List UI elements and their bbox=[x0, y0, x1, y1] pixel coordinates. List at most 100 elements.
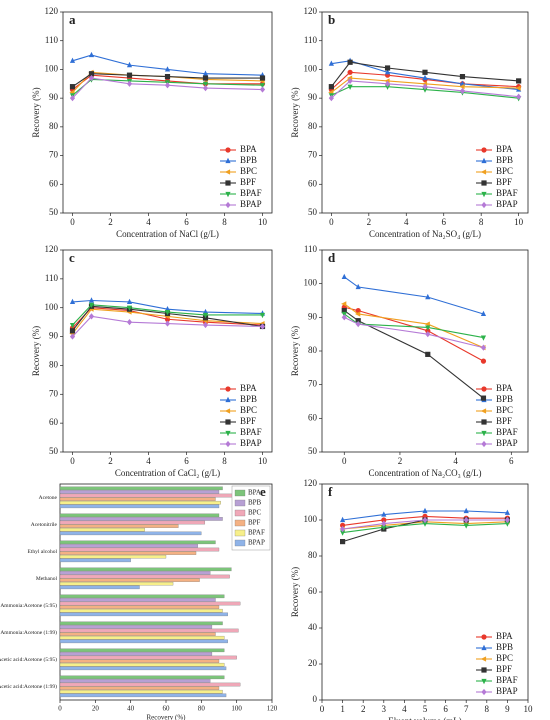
bar bbox=[59, 628, 239, 633]
x-axis-label: Eluent volume (mL) bbox=[388, 716, 461, 720]
y-tick-label: 80 bbox=[308, 345, 318, 355]
marker bbox=[425, 328, 431, 334]
legend-label: BPF bbox=[496, 416, 512, 426]
marker bbox=[69, 84, 76, 90]
legend-label: BPC bbox=[240, 405, 257, 415]
bar bbox=[59, 547, 220, 552]
legend-marker bbox=[225, 430, 231, 437]
y-tick-label: 100 bbox=[45, 302, 59, 312]
x-tick-label: 0 bbox=[70, 456, 75, 466]
marker bbox=[164, 309, 171, 316]
y-tick-label: 80 bbox=[49, 121, 59, 131]
legend-label: BPA bbox=[496, 144, 513, 154]
x-tick-label: 0 bbox=[58, 705, 62, 713]
series-line bbox=[72, 299, 263, 315]
bar bbox=[59, 531, 202, 536]
panel-letter: b bbox=[328, 12, 335, 27]
marker bbox=[69, 322, 76, 329]
marker bbox=[259, 323, 266, 330]
x-tick-label: 6 bbox=[441, 217, 446, 227]
legend-label: BPF bbox=[496, 664, 512, 674]
x-tick-label: 4 bbox=[453, 456, 458, 466]
marker bbox=[422, 87, 428, 93]
x-tick-label: 8 bbox=[479, 217, 484, 227]
marker bbox=[425, 325, 431, 331]
x-axis-label: Concentration of CaCl₂ (g/L) bbox=[115, 468, 220, 478]
marker bbox=[341, 308, 347, 314]
legend-label: BPA bbox=[496, 631, 513, 641]
x-tick-label: 10 bbox=[514, 217, 524, 227]
bar bbox=[59, 524, 179, 528]
legend-label: BPC bbox=[496, 405, 513, 415]
marker bbox=[88, 51, 95, 58]
y-tick-label: 80 bbox=[308, 121, 318, 131]
marker bbox=[422, 69, 428, 75]
y-tick-label: 70 bbox=[308, 379, 318, 389]
legend-marker bbox=[481, 201, 487, 209]
x-tick-label: 60 bbox=[163, 705, 171, 713]
bar bbox=[59, 493, 241, 498]
x-tick-label: 10 bbox=[258, 456, 268, 466]
marker bbox=[340, 530, 346, 536]
y-axis-label: Recovery (%) bbox=[290, 567, 300, 617]
marker bbox=[341, 301, 347, 307]
marker bbox=[516, 93, 522, 100]
marker bbox=[347, 59, 353, 65]
bar bbox=[59, 608, 223, 613]
x-tick-label: 0 bbox=[70, 217, 75, 227]
y-tick-label: Acetonitrile bbox=[31, 522, 58, 528]
marker bbox=[340, 522, 346, 529]
bar bbox=[59, 567, 232, 572]
bar bbox=[59, 605, 220, 609]
series-line bbox=[72, 308, 263, 335]
y-tick-label: 120 bbox=[304, 478, 318, 488]
y-tick-label: Acetic acid:Acetone (1:99) bbox=[0, 683, 57, 690]
marker bbox=[463, 523, 469, 529]
series-line bbox=[330, 61, 519, 87]
x-tick-label: 6 bbox=[184, 217, 189, 227]
legend-swatch bbox=[234, 499, 246, 507]
panel-letter: a bbox=[69, 12, 76, 27]
x-axis-label: Recovery (%) bbox=[146, 714, 186, 720]
x-tick-label: 7 bbox=[464, 704, 469, 714]
marker bbox=[341, 273, 347, 280]
x-tick-label: 4 bbox=[146, 456, 151, 466]
marker bbox=[69, 95, 76, 102]
marker bbox=[126, 305, 133, 311]
legend-swatch bbox=[234, 539, 246, 547]
series-line bbox=[331, 86, 519, 99]
marker bbox=[202, 321, 209, 329]
bar bbox=[59, 551, 197, 555]
x-tick-label: 8 bbox=[485, 704, 490, 714]
marker bbox=[126, 72, 133, 78]
marker bbox=[164, 320, 171, 327]
legend-label: BPA bbox=[240, 383, 257, 393]
marker bbox=[202, 75, 209, 81]
bar bbox=[59, 517, 223, 521]
bar bbox=[59, 662, 225, 667]
x-tick-label: 5 bbox=[423, 704, 428, 714]
legend-label: BPAP bbox=[496, 199, 518, 209]
x-tick-label: 8 bbox=[222, 456, 227, 466]
y-tick-label: 110 bbox=[304, 35, 318, 45]
legend-label: BPF bbox=[240, 416, 256, 426]
marker bbox=[480, 344, 487, 351]
legend-label: BPAP bbox=[496, 686, 518, 696]
legend-marker bbox=[225, 201, 231, 209]
bar bbox=[59, 648, 225, 653]
y-tick-label: 90 bbox=[49, 92, 59, 102]
x-tick-label: 4 bbox=[404, 217, 409, 227]
legend-label: BPF bbox=[248, 519, 261, 527]
y-tick-label: 20 bbox=[308, 658, 318, 668]
marker bbox=[347, 77, 353, 85]
y-tick-label: 80 bbox=[49, 359, 59, 369]
bar bbox=[59, 486, 223, 491]
marker bbox=[381, 525, 387, 531]
legend-swatch bbox=[234, 509, 246, 517]
legend-marker bbox=[225, 419, 231, 425]
legend-marker bbox=[481, 430, 487, 437]
legend-label: BPF bbox=[496, 177, 512, 187]
x-tick-label: 3 bbox=[382, 704, 387, 714]
marker bbox=[88, 71, 95, 77]
